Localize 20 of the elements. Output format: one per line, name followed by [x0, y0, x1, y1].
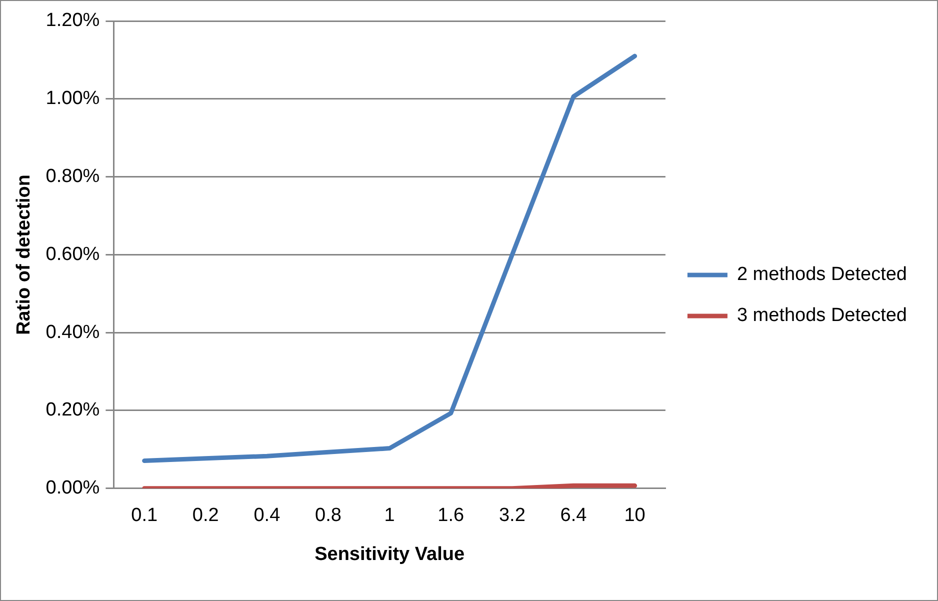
y-tick-label: 0.00% [46, 478, 100, 499]
x-tick-label: 0.1 [131, 505, 158, 526]
y-tick-label: 0.20% [46, 400, 100, 421]
y-tick-label: 0.40% [46, 322, 100, 343]
legend-label: 2 methods Detected [736, 264, 907, 286]
y-tick-label: 0.80% [46, 166, 100, 188]
x-axis-title: Sensitivity Value [314, 544, 465, 565]
x-tick-label: 1 [384, 505, 395, 526]
y-axis-title: Ratio of detection [14, 174, 35, 335]
x-tick-label: 0.2 [192, 505, 219, 526]
y-tick-label: 1.00% [46, 88, 100, 110]
y-tick-label: 1.20% [46, 10, 100, 32]
x-tick-label: 6.4 [560, 505, 588, 526]
x-tick-label: 0.8 [315, 505, 342, 526]
y-tick-label: 0.60% [46, 244, 100, 265]
x-tick-label: 0.4 [254, 505, 281, 526]
x-tick-label: 1.6 [438, 505, 464, 526]
legend-label: 3 methods Detected [736, 305, 907, 326]
x-tick-label: 10 [624, 505, 646, 526]
x-tick-label: 3.2 [498, 505, 526, 526]
